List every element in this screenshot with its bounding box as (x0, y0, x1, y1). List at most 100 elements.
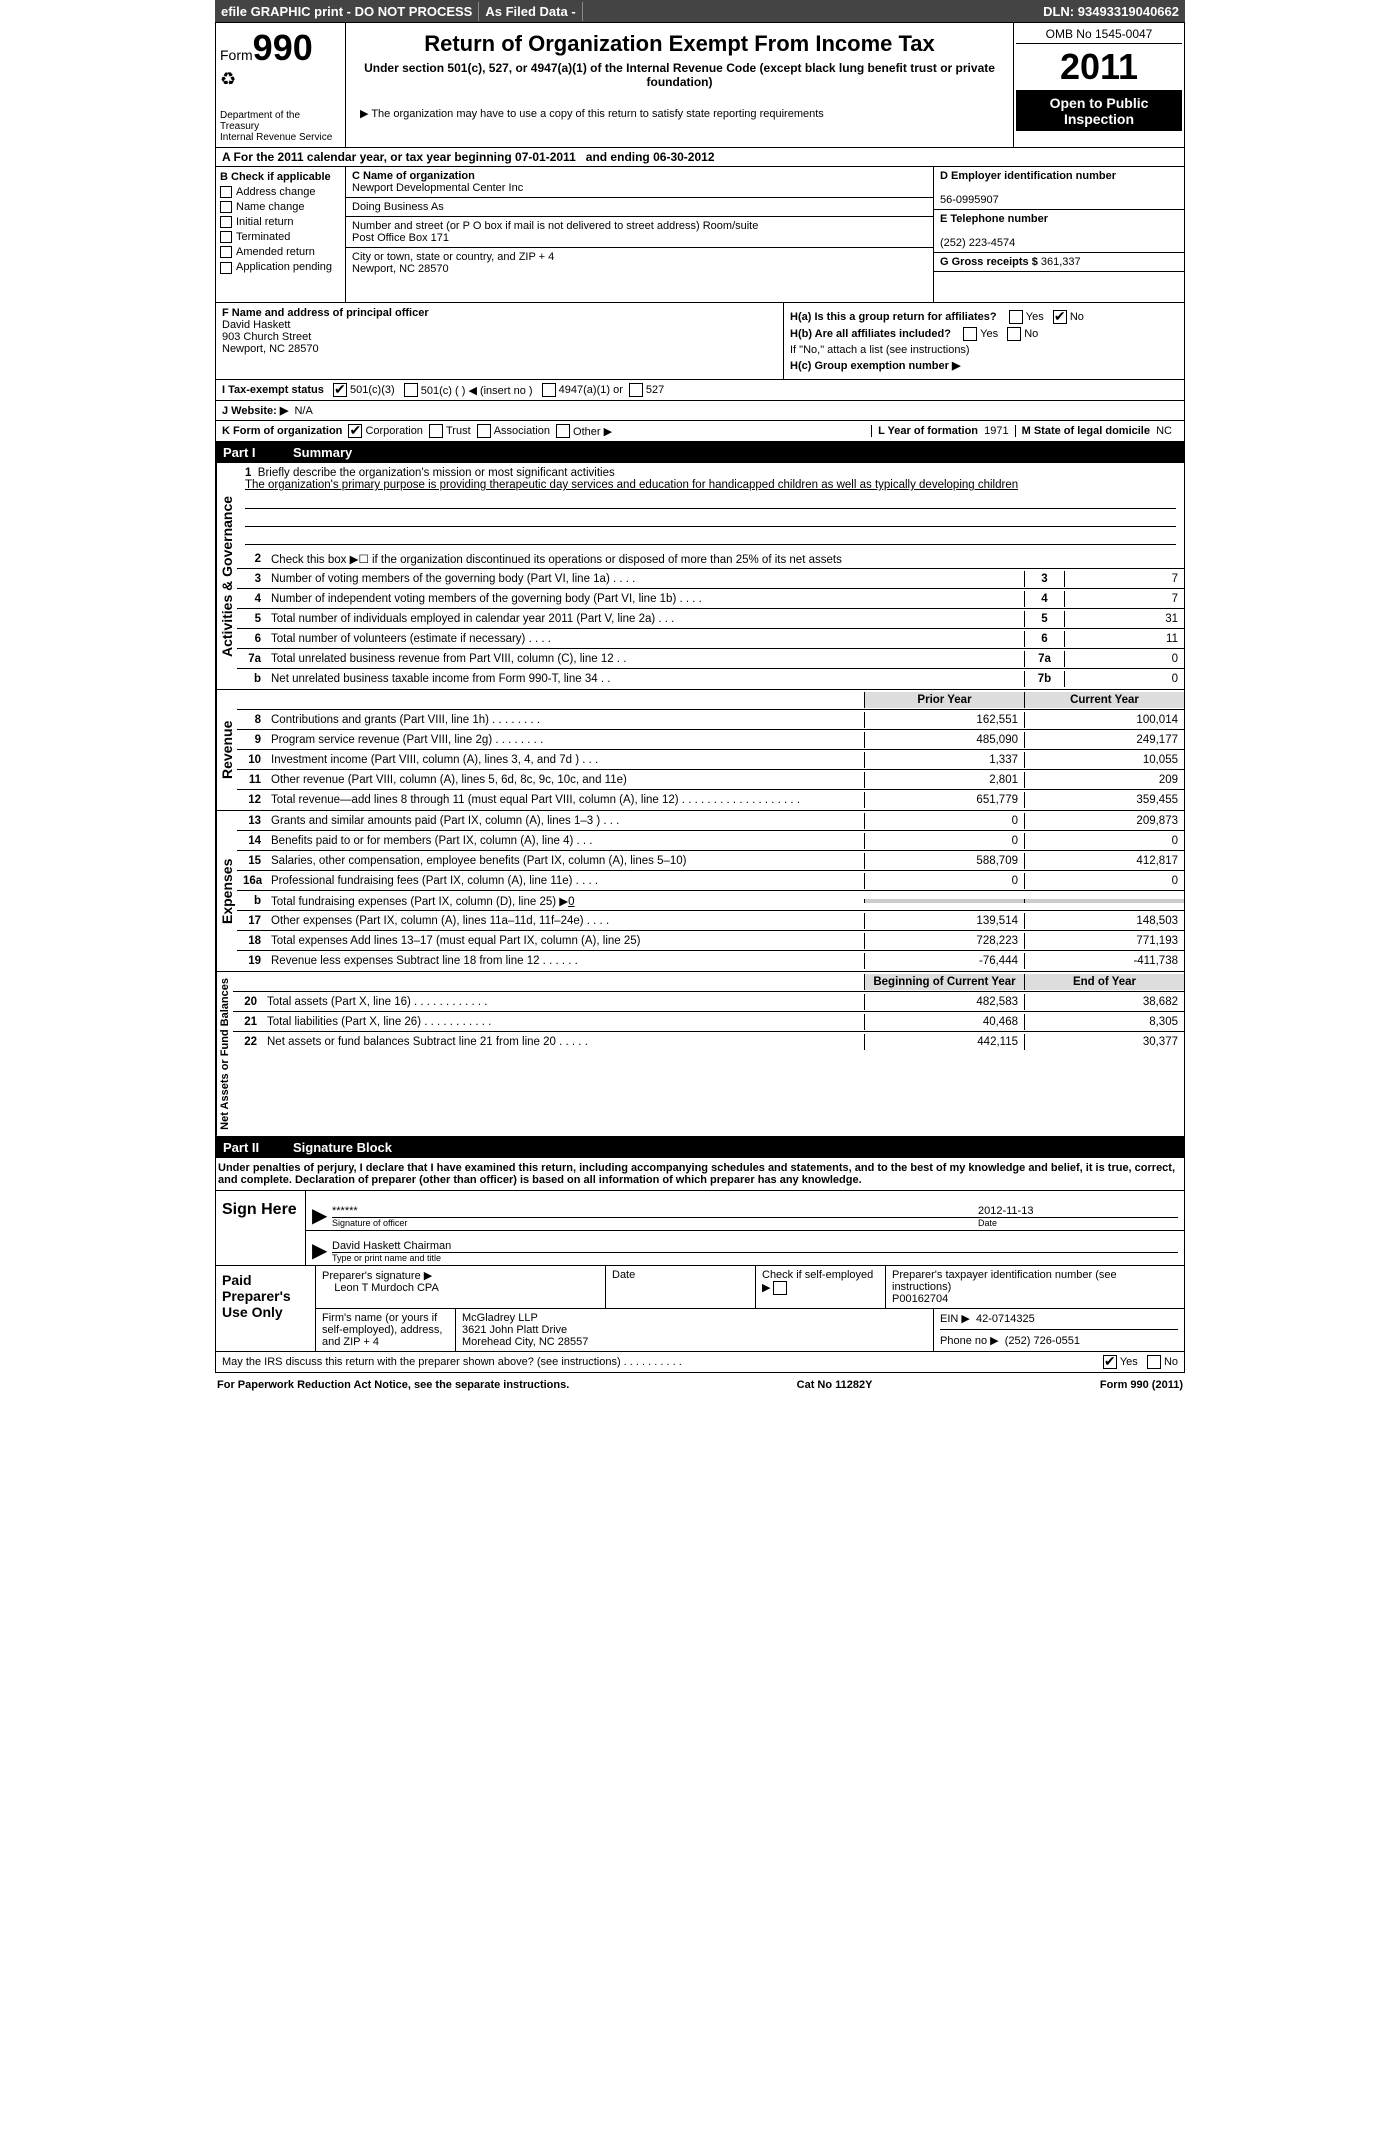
firm-ein-label: EIN ▶ (940, 1313, 970, 1325)
ln-num: 9 (237, 732, 267, 748)
efile-label: efile GRAPHIC print - DO NOT PROCESS (215, 2, 479, 21)
hb-yes[interactable] (963, 327, 977, 341)
gov-line-5: 5 Total number of individuals employed i… (237, 609, 1184, 629)
ln-num: 7a (237, 651, 267, 667)
ln-current: 0 (1024, 873, 1184, 889)
form-word: Form (220, 47, 253, 63)
line-19: 19 Revenue less expenses Subtract line 1… (237, 951, 1184, 971)
ln-val: 0 (1064, 671, 1184, 687)
m-label: M State of legal domicile (1022, 425, 1150, 437)
chk-amended[interactable]: Amended return (220, 246, 341, 258)
sign-right: ▶ ****** Signature of officer 2012-11-13… (306, 1191, 1184, 1265)
main-title: Return of Organization Exempt From Incom… (350, 31, 1009, 57)
firm-name: McGladrey LLP (462, 1312, 538, 1324)
ha-yes[interactable] (1009, 310, 1023, 324)
k-trust[interactable] (429, 424, 443, 438)
line-12: 12 Total revenue—add lines 8 through 11 … (237, 790, 1184, 810)
ln-text: Check this box ▶☐ if the organization di… (267, 550, 1184, 568)
m-cell: M State of legal domicile NC (1015, 425, 1178, 437)
chk-terminated[interactable]: Terminated (220, 231, 341, 243)
hb-no[interactable] (1007, 327, 1021, 341)
b-label: B Check if applicable (220, 171, 331, 183)
hb-note: If "No," attach a list (see instructions… (790, 344, 1178, 356)
ln-box: 3 (1024, 571, 1064, 587)
mission-text: The organization's primary purpose is pr… (245, 479, 1018, 491)
ln-current: 148,503 (1024, 913, 1184, 929)
f-label: F Name and address of principal officer (222, 307, 429, 319)
i-4947[interactable] (542, 383, 556, 397)
section-netassets: Net Assets or Fund Balances Beginning of… (215, 972, 1185, 1137)
ln-num: 19 (237, 953, 267, 969)
ha-no[interactable] (1053, 310, 1067, 324)
j-label: J Website: ▶ (222, 404, 288, 417)
line-14: 14 Benefits paid to or for members (Part… (237, 831, 1184, 851)
col-d: D Employer identification number 56-0995… (934, 167, 1184, 302)
line-b: b Total fundraising expenses (Part IX, c… (237, 891, 1184, 911)
ln-num: 14 (237, 833, 267, 849)
ln-text: Total liabilities (Part X, line 26) . . … (263, 1014, 864, 1030)
ln-prior: 162,551 (864, 712, 1024, 728)
net-header-row: Beginning of Current Year End of Year (233, 972, 1184, 992)
k-corp[interactable] (348, 424, 362, 438)
k-other[interactable] (556, 424, 570, 438)
i-501c[interactable] (404, 383, 418, 397)
k-assoc[interactable] (477, 424, 491, 438)
ln-text: Total number of volunteers (estimate if … (267, 631, 1024, 647)
d-phone-cell: E Telephone number (252) 223-4574 (934, 210, 1184, 253)
line-22: 22 Net assets or fund balances Subtract … (233, 1032, 1184, 1052)
i-label: I Tax-exempt status (222, 384, 324, 396)
rev-body: Prior Year Current Year 8 Contributions … (237, 690, 1184, 810)
title-cell: Return of Organization Exempt From Incom… (346, 23, 1014, 147)
part2-title: Signature Block (293, 1140, 392, 1155)
chk-pending[interactable]: Application pending (220, 261, 341, 273)
exp-body: 13 Grants and similar amounts paid (Part… (237, 811, 1184, 971)
chk-address[interactable]: Address change (220, 186, 341, 198)
ln-prior: 40,468 (864, 1014, 1024, 1030)
prep-row1: Preparer's signature ▶ Leon T Murdoch CP… (316, 1266, 1184, 1309)
firm-label: Firm's name (or yours if self-employed),… (316, 1309, 456, 1351)
dept-treasury: Department of the Treasury (220, 110, 341, 132)
sig-name: David Haskett Chairman Type or print nam… (332, 1240, 1178, 1263)
mission-label: Briefly describe the organization's miss… (258, 467, 615, 479)
i-527[interactable] (629, 383, 643, 397)
ln-prior: 0 (864, 813, 1024, 829)
i-501c3[interactable] (333, 383, 347, 397)
org-name: Newport Developmental Center Inc (352, 182, 523, 194)
ln-prior: 0 (864, 833, 1024, 849)
ln-prior: 482,583 (864, 994, 1024, 1010)
part1-header: Part I Summary (215, 442, 1185, 463)
ln-box: 7b (1024, 671, 1064, 687)
prep-self-chk[interactable] (773, 1281, 787, 1295)
begin-year-header: Beginning of Current Year (864, 974, 1024, 990)
ptin-value: P00162704 (892, 1293, 948, 1305)
ln-num: b (237, 671, 267, 687)
open-line1: Open to Public (1020, 95, 1178, 111)
firm-phone-label: Phone no ▶ (940, 1335, 999, 1347)
gov-line-7a: 7a Total unrelated business revenue from… (237, 649, 1184, 669)
ln-num: 15 (237, 853, 267, 869)
row-i: I Tax-exempt status 501(c)(3) 501(c) ( )… (215, 380, 1185, 401)
prep-label: Paid Preparer's Use Only (216, 1266, 316, 1351)
row-a-begin: 07-01-2011 (515, 150, 576, 164)
line-15: 15 Salaries, other compensation, employe… (237, 851, 1184, 871)
chk-name[interactable]: Name change (220, 201, 341, 213)
ln-current: 359,455 (1024, 792, 1184, 808)
website-value: N/A (294, 405, 312, 417)
form-label-cell: Form990 ♻ Department of the Treasury Int… (216, 23, 346, 147)
ln-text: Grants and similar amounts paid (Part IX… (267, 813, 864, 829)
ln-current: 8,305 (1024, 1014, 1184, 1030)
col-c: C Name of organization Newport Developme… (346, 167, 934, 302)
current-year-header: Current Year (1024, 692, 1184, 708)
net-body: Beginning of Current Year End of Year 20… (233, 972, 1184, 1136)
sig-name-label: Type or print name and title (332, 1252, 1178, 1263)
l-cell: L Year of formation 1971 (871, 425, 1014, 437)
gov-line-4: 4 Number of independent voting members o… (237, 589, 1184, 609)
ln-text: Total unrelated business revenue from Pa… (267, 651, 1024, 667)
ln-num: 16a (237, 873, 267, 889)
discuss-yes[interactable] (1103, 1355, 1117, 1369)
chk-initial[interactable]: Initial return (220, 216, 341, 228)
firm-info: McGladrey LLP 3621 John Platt Drive More… (456, 1309, 934, 1351)
officer-street: 903 Church Street (222, 331, 311, 343)
discuss-no[interactable] (1147, 1355, 1161, 1369)
ptin-label: Preparer's taxpayer identification numbe… (892, 1269, 1117, 1293)
